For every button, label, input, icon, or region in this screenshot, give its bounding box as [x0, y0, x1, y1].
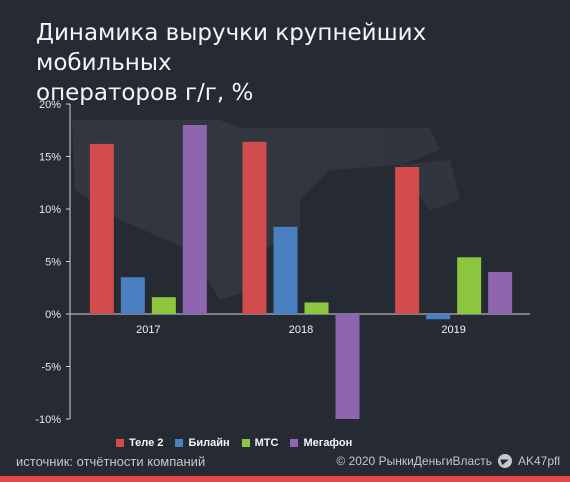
legend-swatch — [290, 439, 299, 447]
telegram-icon — [497, 454, 512, 468]
y-tick-label: -5% — [41, 362, 61, 374]
y-tick-label: 15% — [39, 152, 61, 164]
chart-legend: Теле 2 Билайн МТС Мегафон — [116, 437, 352, 449]
legend-swatch — [116, 439, 124, 447]
legend-item: МТС — [241, 437, 279, 449]
legend-swatch — [175, 439, 184, 447]
legend-label: Теле 2 — [129, 437, 164, 449]
channel-name: AK47pfl — [517, 454, 560, 468]
legend-item: Теле 2 — [116, 437, 163, 449]
bar — [182, 125, 207, 314]
y-tick-label: -10% — [35, 414, 61, 426]
bar — [273, 226, 298, 314]
chart-title-line-2: операторов г/г, % — [36, 80, 254, 106]
y-tick-label: 20% — [39, 99, 61, 111]
source-note: источник: отчётности компаний — [16, 454, 206, 469]
legend-label: МТС — [254, 437, 279, 449]
bar — [457, 257, 482, 314]
legend-label: Билайн — [188, 437, 230, 449]
bar — [488, 272, 513, 314]
bar — [242, 141, 267, 314]
chart-title: Динамика выручки крупнейших мобильных оп… — [36, 18, 516, 108]
bar — [151, 297, 176, 314]
chart-title-line-1: Динамика выручки крупнейших мобильных — [36, 20, 427, 76]
footer-brand: © 2020 РынкиДеньгиВласть AK47pfl — [336, 454, 560, 468]
legend-item: Билайн — [175, 437, 230, 449]
bar — [120, 277, 145, 314]
bottom-accent-bar — [0, 476, 570, 482]
y-tick-label: 10% — [39, 204, 61, 216]
x-tick-label: 2018 — [289, 324, 313, 336]
bar — [426, 314, 451, 320]
copyright-text: © 2020 РынкиДеньгиВласть — [336, 454, 492, 468]
y-tick-label: 0% — [45, 309, 61, 321]
bar — [304, 302, 329, 314]
bar — [89, 143, 114, 314]
bar — [335, 314, 360, 419]
legend-item: Мегафон — [290, 437, 352, 449]
x-tick-label: 2019 — [441, 324, 465, 336]
x-tick-label: 2017 — [136, 324, 160, 336]
legend-label: Мегафон — [303, 437, 353, 449]
bar — [395, 167, 420, 314]
y-tick-label: 5% — [45, 257, 61, 269]
legend-swatch — [241, 439, 250, 447]
